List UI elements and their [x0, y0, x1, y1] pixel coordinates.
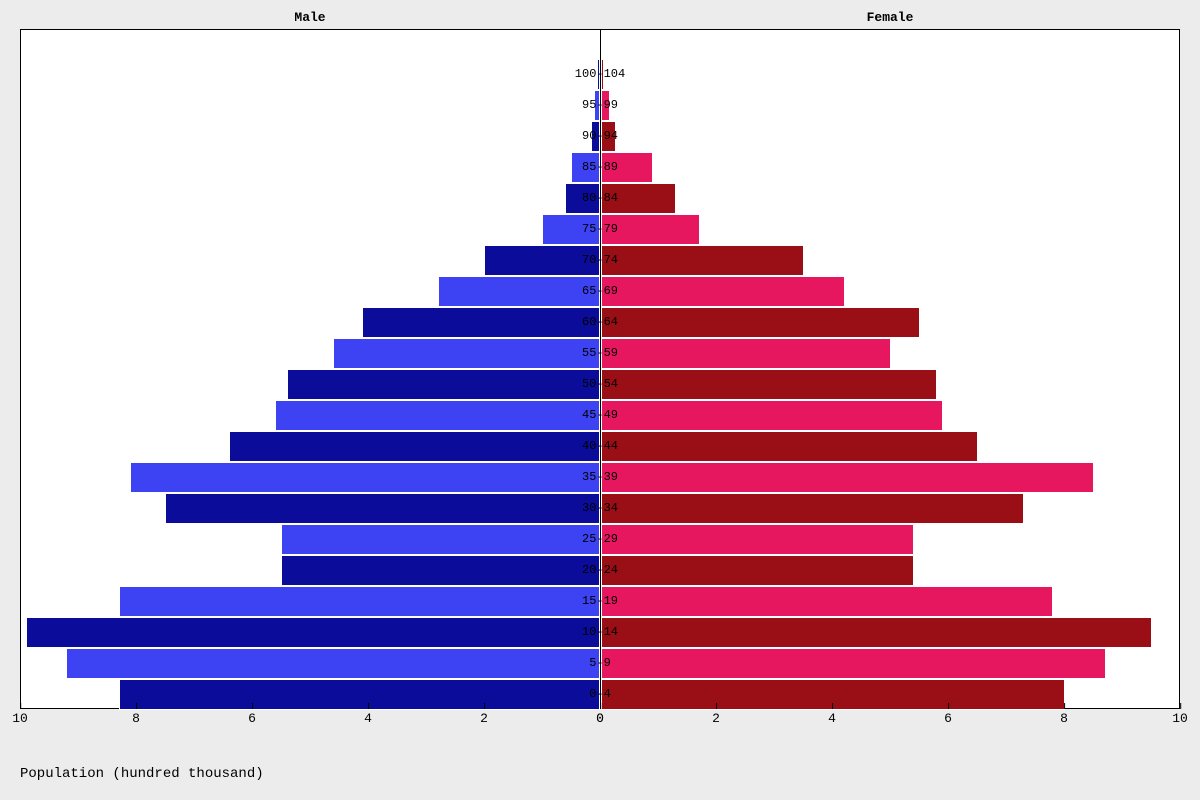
female-bar [601, 493, 1024, 524]
male-bar [130, 462, 600, 493]
female-bar [601, 431, 978, 462]
male-panel [20, 29, 600, 709]
male-bar [165, 493, 600, 524]
male-bar [229, 431, 600, 462]
female-bar [601, 276, 845, 307]
male-bar [438, 276, 600, 307]
female-bar [601, 121, 616, 152]
male-bar [565, 183, 600, 214]
female-panel [600, 29, 1180, 709]
female-bar [601, 152, 653, 183]
axis-tick: 8 [1060, 709, 1068, 726]
x-axis-left: 1086420 [20, 709, 600, 729]
axis-tick: 4 [364, 709, 372, 726]
male-bar [275, 400, 600, 431]
axis-tick: 2 [480, 709, 488, 726]
axis-tick: 10 [12, 709, 28, 726]
population-pyramid: Male Female 0-45-910-1415-1920-2425-2930… [20, 10, 1180, 729]
male-bar [484, 245, 600, 276]
female-bar [601, 524, 914, 555]
male-bar [281, 524, 600, 555]
female-bars [601, 30, 1179, 708]
male-bar [119, 679, 600, 710]
titles-row: Male Female [20, 10, 1180, 25]
female-bar [601, 307, 920, 338]
chart-panels: 0-45-910-1415-1920-2425-2930-3435-3940-4… [20, 29, 1180, 709]
male-bar [591, 121, 600, 152]
axis-caption: Population (hundred thousand) [20, 766, 264, 782]
axis-tick: 2 [712, 709, 720, 726]
female-bar [601, 90, 610, 121]
male-bar [281, 555, 600, 586]
female-bar [601, 462, 1094, 493]
female-bar [601, 59, 604, 90]
male-bar [362, 307, 600, 338]
axis-tick: 0 [596, 709, 604, 726]
female-bar [601, 617, 1152, 648]
male-bar [333, 338, 600, 369]
axis-tick: 6 [248, 709, 256, 726]
female-bar [601, 555, 914, 586]
female-bar [601, 400, 943, 431]
axis-tick: 8 [132, 709, 140, 726]
female-bar [601, 679, 1065, 710]
female-bar [601, 245, 804, 276]
male-bar [571, 152, 600, 183]
female-bar [601, 183, 676, 214]
male-title: Male [20, 10, 600, 25]
axis-tick: 6 [944, 709, 952, 726]
male-bar [119, 586, 600, 617]
x-axis-right: 0246810 [600, 709, 1180, 729]
female-bar [601, 214, 700, 245]
female-bar [601, 338, 891, 369]
male-bar [66, 648, 600, 679]
female-bar [601, 648, 1106, 679]
x-axis: 1086420 0246810 [20, 709, 1180, 729]
female-bar [601, 586, 1053, 617]
male-bars [21, 30, 600, 708]
female-title: Female [600, 10, 1180, 25]
female-bar [601, 369, 937, 400]
axis-tick: 4 [828, 709, 836, 726]
male-bar [26, 617, 600, 648]
axis-tick: 10 [1172, 709, 1188, 726]
male-bar [287, 369, 600, 400]
male-bar [542, 214, 600, 245]
